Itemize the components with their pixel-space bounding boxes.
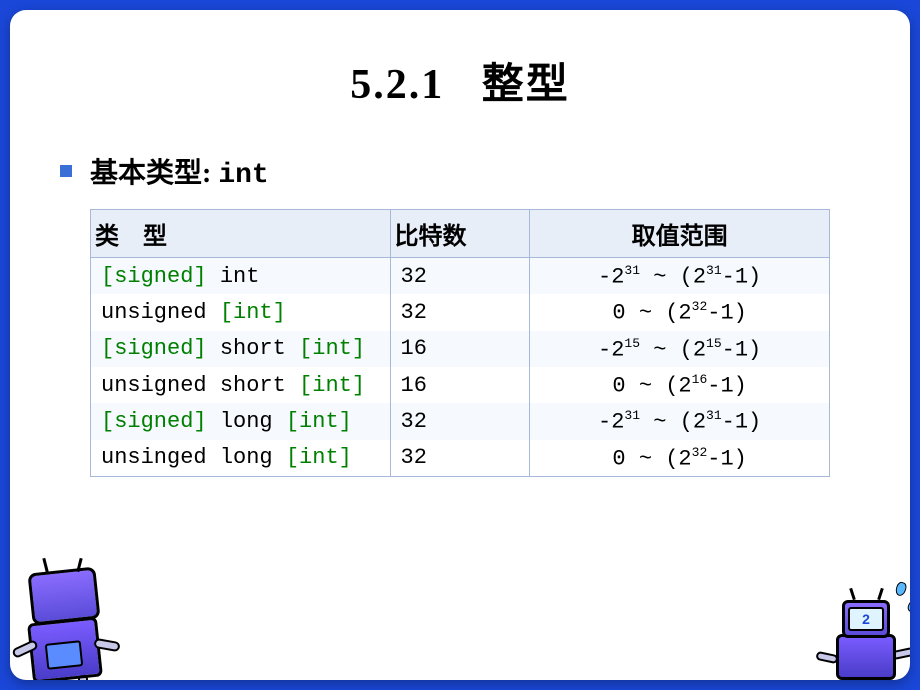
table-header-row: 类 型 比特数 取值范围 [91,210,830,258]
table-body: [signed] int32-231 ~ (231-1)unsigned [in… [91,258,830,477]
table-row: unsigned short [int]160 ~ (216-1) [91,367,830,403]
table-row: unsigned [int]320 ~ (232-1) [91,294,830,330]
bullet-row: 基本类型: int [60,151,910,191]
table-row: [signed] int32-231 ~ (231-1) [91,258,830,295]
cell-type: [signed] long [int] [91,403,391,439]
type-table: 类 型 比特数 取值范围 [signed] int32-231 ~ (231-1… [90,209,830,477]
cell-range: 0 ~ (232-1) [530,440,830,477]
cell-type: unsigned short [int] [91,367,391,403]
cell-range: 0 ~ (216-1) [530,367,830,403]
cell-bits: 32 [390,258,530,295]
title-text: 整型 [482,62,570,108]
cell-type: unsigned [int] [91,294,391,330]
page-title: 5.2.1 整型 [10,50,910,111]
th-type: 类 型 [91,210,391,258]
cell-type: [signed] short [int] [91,331,391,367]
cell-type: [signed] int [91,258,391,295]
table-row: unsinged long [int]320 ~ (232-1) [91,440,830,477]
th-bits: 比特数 [390,210,530,258]
th-range: 取值范围 [530,210,830,258]
page-number: 2 [848,607,884,631]
bullet-icon [60,165,72,177]
cell-bits: 32 [390,403,530,439]
table-row: [signed] long [int]32-231 ~ (231-1) [91,403,830,439]
title-section: 5.2.1 [350,62,444,108]
mascot-icon [10,540,130,680]
cell-bits: 32 [390,294,530,330]
slide: 5.2.1 整型 基本类型: int 类 型 比特数 取值范围 [signed]… [10,10,910,680]
cell-bits: 32 [390,440,530,477]
cell-range: -231 ~ (231-1) [530,258,830,295]
bullet-label: 基本类型: [90,158,211,189]
cell-range: -231 ~ (231-1) [530,403,830,439]
page-number-mascot-icon: 2 [806,566,910,680]
cell-range: 0 ~ (232-1) [530,294,830,330]
cell-bits: 16 [390,367,530,403]
cell-bits: 16 [390,331,530,367]
bullet-text: 基本类型: int [90,151,269,191]
cell-range: -215 ~ (215-1) [530,331,830,367]
cell-type: unsinged long [int] [91,440,391,477]
table-row: [signed] short [int]16-215 ~ (215-1) [91,331,830,367]
bullet-code: int [218,160,268,191]
